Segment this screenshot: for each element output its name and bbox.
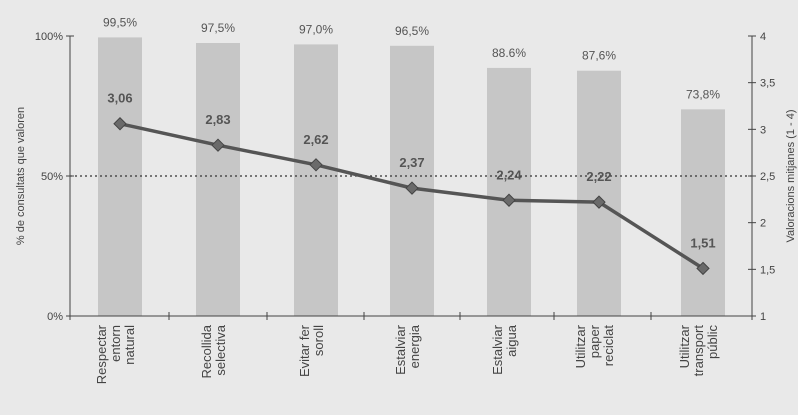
y-right-tick-label-6: 4 [760, 31, 766, 43]
rating-point-3 [405, 181, 419, 195]
category-label-line: Utilitzar [677, 324, 692, 368]
rating-label-0: 3,06 [107, 91, 132, 106]
rating-label-3: 2,37 [399, 155, 424, 170]
rating-point-6 [696, 261, 710, 276]
bar-4 [487, 67, 531, 316]
bar-6 [681, 109, 725, 316]
y-right-tick-label-2: 2 [760, 218, 766, 230]
category-label-0: Respectarentornnatural [94, 324, 137, 384]
y-right-tick-label-0: 1 [760, 311, 766, 323]
rating-point-0 [113, 117, 127, 131]
category-label-5: Utilitzarpaperreciclat [573, 324, 616, 368]
category-label-line: públic [705, 325, 720, 359]
bar-label-4: 88.6% [492, 46, 526, 60]
category-label-line: reciclat [601, 325, 616, 367]
bar-5 [577, 70, 621, 316]
rating-point-2 [309, 158, 323, 172]
rating-label-5: 2,22 [586, 169, 611, 184]
y-left-tick-label-1: 50% [41, 171, 63, 183]
category-label-line: Recollida [199, 324, 214, 378]
category-label-line: energia [407, 324, 422, 368]
y-right-tick-label-3: 2,5 [760, 171, 775, 183]
category-label-line: paper [587, 324, 602, 358]
bar-2 [294, 44, 338, 317]
category-label-line: natural [122, 325, 137, 365]
bar-3 [390, 45, 434, 317]
rating-point-5 [592, 195, 606, 209]
rating-label-6: 1,51 [690, 235, 715, 250]
category-label-2: Evitar fersoroll [297, 324, 326, 377]
y-left-tick-label-0: 0% [47, 311, 63, 323]
rating-point-4 [502, 193, 516, 207]
bar-label-2: 97,0% [299, 22, 333, 36]
category-label-line: Estalviar [393, 324, 408, 375]
bar-label-1: 97,5% [201, 21, 235, 35]
bar-label-3: 96,5% [395, 24, 429, 38]
rating-label-1: 2,83 [205, 112, 230, 127]
category-label-line: soroll [311, 325, 326, 356]
bar-label-6: 73,8% [686, 87, 720, 101]
category-label-line: transport [691, 325, 706, 377]
category-label-line: Utilitzar [573, 324, 588, 368]
bar-1 [196, 43, 240, 316]
bar-label-0: 99,5% [103, 15, 137, 29]
y-left-axis-title: % de consultats que valoren [15, 107, 27, 245]
y-right-axis-title: Valoracions mitjanes (1 - 4) [785, 109, 797, 242]
rating-point-1 [211, 138, 225, 152]
y-right-tick-label-1: 1,5 [760, 264, 775, 276]
category-label-line: Estalviar [490, 324, 505, 375]
rating-label-2: 2,62 [303, 132, 328, 147]
category-label-line: selectiva [213, 324, 228, 375]
y-right-tick-label-4: 3 [760, 124, 766, 136]
y-left-tick-label-2: 100% [35, 31, 63, 43]
bar-0 [98, 37, 142, 317]
category-label-line: Evitar fer [297, 324, 312, 377]
y-right-tick-label-5: 3,5 [760, 78, 775, 90]
category-label-line: entorn [108, 325, 123, 362]
rating-label-4: 2,24 [496, 167, 522, 182]
category-label-4: Estalviaraigua [490, 324, 519, 375]
category-label-3: Estalviarenergia [393, 324, 422, 375]
bar-label-5: 87,6% [582, 49, 616, 63]
category-label-1: Recollidaselectiva [199, 324, 228, 378]
category-label-line: aigua [504, 324, 519, 357]
category-label-6: Utilitzartransportpúblic [677, 324, 720, 376]
category-label-line: Respectar [94, 324, 109, 384]
